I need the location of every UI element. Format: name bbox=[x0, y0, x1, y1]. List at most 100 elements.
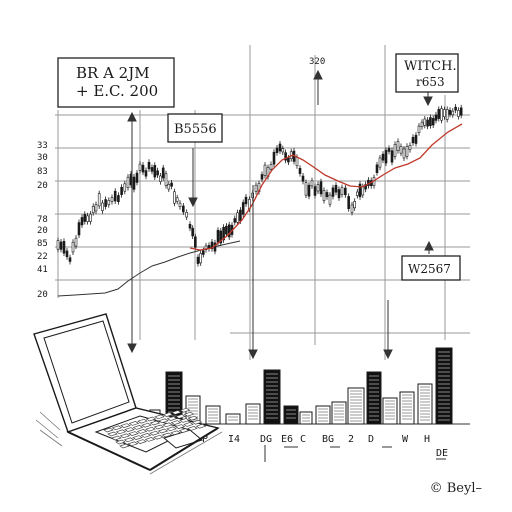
volume-bar bbox=[435, 347, 453, 425]
candle-body bbox=[319, 181, 323, 195]
candle-body bbox=[113, 190, 117, 202]
x-axis-labels: ΓΡ Ι4 DG Ε6 C ΒG 2 D W H DE bbox=[196, 434, 448, 459]
candle-body bbox=[59, 241, 63, 250]
candle-body bbox=[417, 125, 421, 133]
laptop-key bbox=[183, 422, 194, 427]
laptop-key bbox=[187, 426, 198, 431]
candle-body bbox=[110, 197, 114, 202]
candle-body bbox=[233, 218, 237, 223]
candle-body bbox=[434, 114, 438, 121]
candle-body bbox=[222, 226, 225, 241]
candle-body bbox=[210, 241, 214, 250]
candle-body bbox=[301, 175, 305, 182]
laptop-key bbox=[137, 418, 148, 424]
candle-body bbox=[74, 237, 78, 247]
y-axis-label: 30 bbox=[37, 153, 48, 163]
candle-body bbox=[68, 257, 72, 262]
laptop-key bbox=[157, 428, 169, 434]
laptop-key bbox=[119, 443, 130, 449]
x-axis-label: D bbox=[368, 434, 374, 445]
moving-average-line bbox=[189, 123, 463, 251]
laptop-key bbox=[149, 420, 161, 426]
volume-bar bbox=[283, 405, 299, 425]
candle-body bbox=[227, 224, 231, 238]
laptop-key bbox=[153, 424, 165, 430]
candle-body bbox=[132, 176, 136, 190]
candle-body bbox=[241, 202, 245, 215]
arrows bbox=[127, 69, 434, 360]
laptop-key bbox=[111, 435, 122, 441]
candle-body bbox=[173, 191, 176, 204]
laptop-key bbox=[154, 414, 165, 420]
candle-body bbox=[117, 195, 120, 202]
laptop-key bbox=[115, 429, 127, 435]
callout-witch-line1: WITCH. bbox=[404, 59, 457, 74]
x-axis-label: H bbox=[424, 434, 430, 445]
candle-body bbox=[278, 143, 282, 152]
candle-body bbox=[429, 117, 432, 126]
volume-bar bbox=[225, 413, 241, 425]
candle-body bbox=[161, 167, 165, 179]
candle-body bbox=[147, 161, 151, 170]
callout-w2567-label: W2567 bbox=[408, 262, 451, 276]
candle-body bbox=[182, 205, 185, 213]
y-axis-label: 20 bbox=[37, 181, 48, 191]
candle-body bbox=[284, 152, 287, 161]
volume-bars bbox=[149, 347, 453, 425]
candle-body bbox=[153, 165, 157, 178]
candle-body bbox=[325, 192, 329, 198]
candle-body bbox=[298, 167, 302, 174]
x-axis-label: DG bbox=[260, 434, 272, 445]
candle-body bbox=[414, 134, 418, 144]
candle-body bbox=[316, 184, 320, 192]
x-axis-label: ΒG bbox=[322, 434, 334, 445]
candle-body bbox=[219, 230, 223, 244]
laptop-key bbox=[149, 430, 160, 436]
x-axis-label: C bbox=[300, 434, 306, 445]
laptop-key bbox=[175, 414, 186, 419]
laptop-key bbox=[145, 426, 156, 432]
candle-body bbox=[156, 170, 159, 176]
laptop-key bbox=[119, 433, 131, 439]
candle-body bbox=[94, 204, 98, 212]
candle-body bbox=[239, 209, 242, 222]
candle-body bbox=[65, 250, 69, 258]
laptop-illustration bbox=[33, 313, 220, 471]
x-axis-sublabels bbox=[264, 445, 446, 462]
candle-body bbox=[56, 240, 60, 250]
laptop-key bbox=[107, 431, 118, 437]
candle-body bbox=[445, 109, 449, 120]
laptop-key bbox=[124, 427, 135, 432]
candle-body bbox=[269, 164, 273, 170]
candle-body bbox=[159, 175, 162, 182]
candle-body bbox=[304, 182, 308, 196]
candle-body bbox=[356, 191, 359, 196]
candle-body bbox=[457, 110, 460, 117]
laptop-key bbox=[115, 439, 126, 445]
candle-body bbox=[254, 184, 258, 192]
laptop-keys bbox=[103, 407, 207, 449]
y-axis-label: 20 bbox=[37, 226, 48, 236]
candle-body bbox=[204, 245, 208, 250]
laptop-key bbox=[132, 425, 144, 430]
laptop-key bbox=[191, 419, 203, 425]
candle-body bbox=[97, 193, 101, 207]
candle-body bbox=[194, 236, 197, 248]
candle-body bbox=[287, 157, 290, 163]
laptop-key bbox=[136, 429, 148, 434]
laptop-shadow bbox=[35, 411, 223, 475]
artist-signature: © Beyl– bbox=[429, 481, 482, 496]
candle-body bbox=[185, 212, 188, 218]
laptop-key bbox=[127, 441, 139, 447]
callout-witch: WITCH. r653 bbox=[395, 53, 459, 93]
candle-body bbox=[225, 225, 228, 235]
candle-body bbox=[77, 222, 81, 236]
candle-body bbox=[62, 241, 66, 254]
volume-bar bbox=[366, 371, 382, 425]
laptop-key bbox=[179, 407, 191, 413]
candle-body bbox=[411, 136, 415, 144]
candle-body bbox=[164, 173, 168, 186]
candle-body bbox=[331, 187, 335, 197]
candle-body bbox=[91, 206, 95, 213]
x-axis-label: Ε6 bbox=[281, 434, 293, 445]
